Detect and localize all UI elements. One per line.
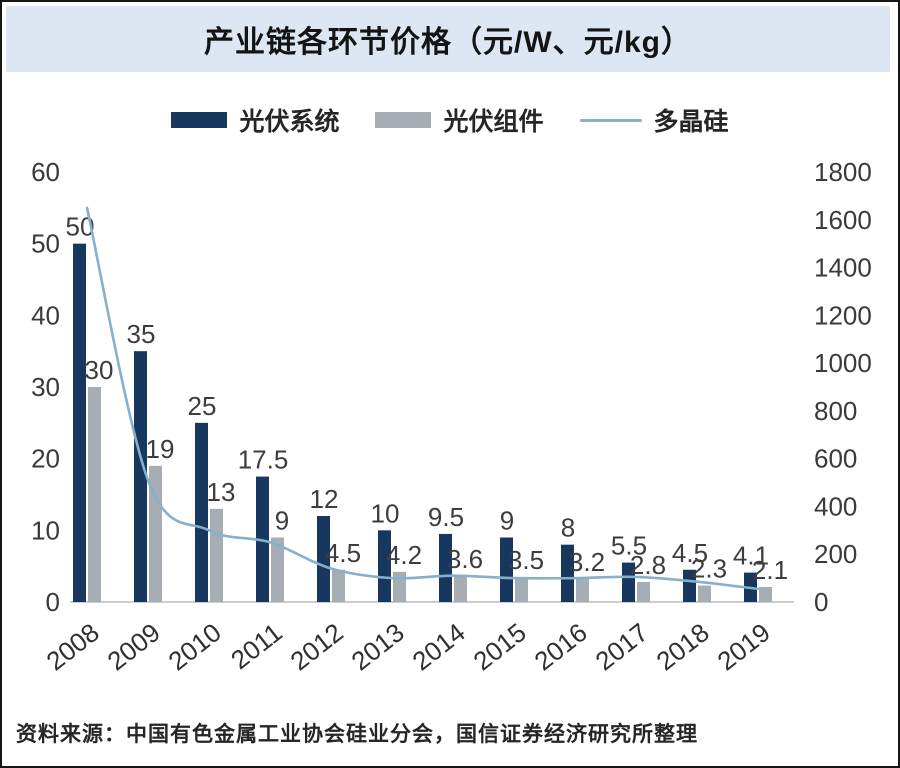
left-axis-tick-label: 50 xyxy=(31,229,60,259)
right-axis-tick-label: 1400 xyxy=(814,253,872,283)
label-pv-system-2013: 10 xyxy=(371,498,400,528)
label-pv-module-2014: 3.6 xyxy=(447,544,483,574)
legend-item-pv-system: 光伏系统 xyxy=(171,102,339,138)
bar-pv-module-2018 xyxy=(698,585,711,602)
label-pv-system-2014: 9.5 xyxy=(428,502,464,532)
bar-pv-system-2012 xyxy=(317,516,330,602)
polysilicon-line-swatch-icon xyxy=(579,118,642,122)
bar-pv-system-2013 xyxy=(378,530,391,602)
x-axis-label-2015: 2015 xyxy=(468,617,532,676)
chart-plot-area: 0102030405060020040060080010001200140016… xyxy=(31,157,872,676)
pv-module-swatch-icon xyxy=(375,112,432,128)
source-note: 资料来源：中国有色金属工业协会硅业分会，国信证券经济研究所整理 xyxy=(16,723,698,746)
polysilicon-price-line xyxy=(85,206,760,591)
label-pv-system-2017: 5.5 xyxy=(611,531,647,561)
bar-pv-system-2015 xyxy=(500,537,513,602)
bar-pv-system-2009 xyxy=(134,351,147,602)
bar-pv-module-2012 xyxy=(332,569,345,602)
right-axis-tick-label: 1200 xyxy=(814,300,872,330)
label-pv-system-2009: 35 xyxy=(127,319,156,349)
label-pv-module-2010: 13 xyxy=(207,477,236,507)
x-axis-label-2012: 2012 xyxy=(285,617,349,676)
label-pv-module-2009: 19 xyxy=(146,434,175,464)
bar-pv-system-2016 xyxy=(561,544,574,602)
label-pv-system-2011: 17.5 xyxy=(238,445,289,475)
left-axis-tick-label: 10 xyxy=(31,515,60,545)
bar-pv-module-2009 xyxy=(149,465,162,602)
legend-item-pv-module: 光伏组件 xyxy=(375,102,544,138)
bar-pv-system-2017 xyxy=(622,562,635,602)
right-axis-tick-label: 0 xyxy=(814,587,828,617)
label-pv-module-2015: 3.5 xyxy=(508,545,544,575)
left-axis-tick-label: 60 xyxy=(31,157,60,187)
bar-pv-module-2014 xyxy=(454,576,467,602)
label-pv-module-2011: 9 xyxy=(275,506,289,536)
right-axis-tick-label: 200 xyxy=(814,539,857,569)
bar-pv-module-2017 xyxy=(637,581,650,602)
right-axis-tick-label: 1600 xyxy=(814,205,872,235)
bar-pv-module-2019 xyxy=(759,586,772,602)
label-pv-module-2012: 4.5 xyxy=(325,538,361,568)
pv-system-swatch-icon xyxy=(171,112,228,128)
right-axis-tick-label: 1000 xyxy=(814,348,872,378)
x-axis-label-2017: 2017 xyxy=(590,617,654,676)
label-pv-module-2019: 2.1 xyxy=(752,555,788,585)
label-pv-system-2012: 12 xyxy=(310,484,339,514)
bar-pv-system-2014 xyxy=(439,533,452,602)
left-axis-tick-label: 0 xyxy=(46,587,60,617)
label-pv-module-2008: 30 xyxy=(85,355,114,385)
legend-label-pv-module: 光伏组件 xyxy=(443,108,544,136)
bar-pv-module-2010 xyxy=(210,508,223,602)
bar-pv-module-2011 xyxy=(271,537,284,602)
x-axis-label-2009: 2009 xyxy=(102,617,166,676)
legend-label-pv-system: 光伏系统 xyxy=(239,108,340,136)
bar-pv-module-2016 xyxy=(576,579,589,602)
x-axis-label-2013: 2013 xyxy=(346,617,410,676)
x-axis-label-2016: 2016 xyxy=(529,617,593,676)
left-axis-tick-label: 30 xyxy=(31,372,60,402)
label-pv-system-2010: 25 xyxy=(188,391,217,421)
left-axis-tick-label: 40 xyxy=(31,300,60,330)
x-axis-label-2010: 2010 xyxy=(163,617,227,676)
bar-pv-module-2008 xyxy=(88,387,101,602)
label-pv-module-2016: 3.2 xyxy=(569,547,605,577)
bar-pv-module-2013 xyxy=(393,571,406,602)
bar-pv-module-2015 xyxy=(515,576,528,602)
label-pv-system-2019: 4.1 xyxy=(733,541,769,571)
left-axis-tick-label: 20 xyxy=(31,444,60,474)
right-axis-tick-label: 1800 xyxy=(814,157,872,187)
x-axis-label-2011: 2011 xyxy=(225,617,288,675)
right-axis-tick-label: 600 xyxy=(814,444,857,474)
chart-title: 产业链各环节价格（元/W、元/kg） xyxy=(6,6,890,72)
label-pv-system-2018: 4.5 xyxy=(672,538,708,568)
bar-pv-system-2008 xyxy=(73,243,86,602)
x-axis-label-2019: 2019 xyxy=(712,617,776,676)
label-pv-module-2017: 2.8 xyxy=(630,550,666,580)
label-pv-module-2013: 4.2 xyxy=(386,540,422,570)
label-pv-module-2018: 2.3 xyxy=(691,554,727,584)
bar-pv-system-2018 xyxy=(683,569,696,602)
x-axis-label-2008: 2008 xyxy=(41,617,105,676)
right-axis-tick-label: 800 xyxy=(814,396,857,426)
legend-label-polysilicon: 多晶硅 xyxy=(653,108,729,136)
label-pv-system-2015: 9 xyxy=(500,506,514,536)
legend-item-polysilicon: 多晶硅 xyxy=(579,102,729,138)
legend: 光伏系统 光伏组件 多晶硅 xyxy=(2,98,898,142)
label-pv-system-2016: 8 xyxy=(561,513,575,543)
x-axis-label-2014: 2014 xyxy=(407,617,471,676)
x-axis-label-2018: 2018 xyxy=(651,617,715,676)
right-axis-tick-label: 400 xyxy=(814,491,857,521)
bar-pv-system-2010 xyxy=(195,422,208,602)
